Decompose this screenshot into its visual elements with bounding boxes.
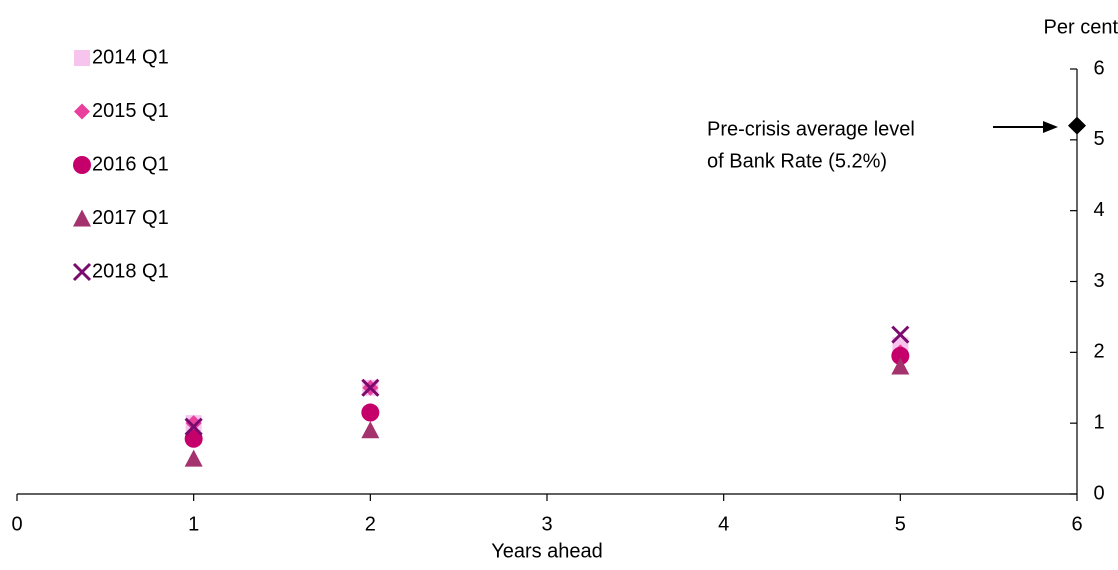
legend-marker bbox=[73, 209, 91, 227]
x-tick-label: 1 bbox=[188, 513, 199, 535]
x-tick-label: 4 bbox=[718, 513, 729, 535]
annotation-point bbox=[1068, 116, 1086, 135]
y-tick-label: 4 bbox=[1093, 199, 1104, 221]
legend-label: 2018 Q1 bbox=[92, 260, 169, 282]
annotation-arrowhead bbox=[1043, 121, 1058, 133]
y-tick-label: 3 bbox=[1093, 270, 1104, 292]
legend-label: 2017 Q1 bbox=[92, 207, 169, 229]
annotation-text: of Bank Rate (5.2%) bbox=[707, 150, 887, 172]
legend-label: 2014 Q1 bbox=[92, 46, 169, 68]
y-tick-label: 6 bbox=[1093, 57, 1104, 79]
x-tick-label: 2 bbox=[365, 513, 376, 535]
legend-marker bbox=[74, 103, 90, 120]
x-tick-label: 6 bbox=[1071, 513, 1082, 535]
legend-marker bbox=[74, 50, 90, 66]
x-tick-label: 3 bbox=[541, 513, 552, 535]
legend-marker bbox=[72, 262, 92, 282]
legend-label: 2016 Q1 bbox=[92, 153, 169, 175]
annotation-text: Pre-crisis average level bbox=[707, 118, 915, 140]
y-tick-label: 2 bbox=[1093, 341, 1104, 363]
x-tick-label: 5 bbox=[895, 513, 906, 535]
x-tick-label: 0 bbox=[11, 513, 22, 535]
point bbox=[361, 403, 380, 422]
point bbox=[184, 429, 203, 448]
x-axis-title: Years ahead bbox=[491, 540, 603, 562]
legend-marker bbox=[73, 156, 91, 174]
point bbox=[891, 325, 910, 344]
point bbox=[891, 346, 910, 365]
y-axis-title: Per cent bbox=[1044, 16, 1118, 38]
y-tick-label: 5 bbox=[1093, 128, 1104, 150]
y-tick-label: 1 bbox=[1093, 411, 1104, 433]
point bbox=[891, 357, 910, 375]
point bbox=[184, 417, 203, 436]
point bbox=[184, 449, 203, 467]
point bbox=[361, 421, 380, 439]
point bbox=[361, 378, 380, 397]
point bbox=[185, 415, 202, 432]
legend-label: 2015 Q1 bbox=[92, 100, 169, 122]
y-tick-label: 0 bbox=[1093, 482, 1104, 504]
